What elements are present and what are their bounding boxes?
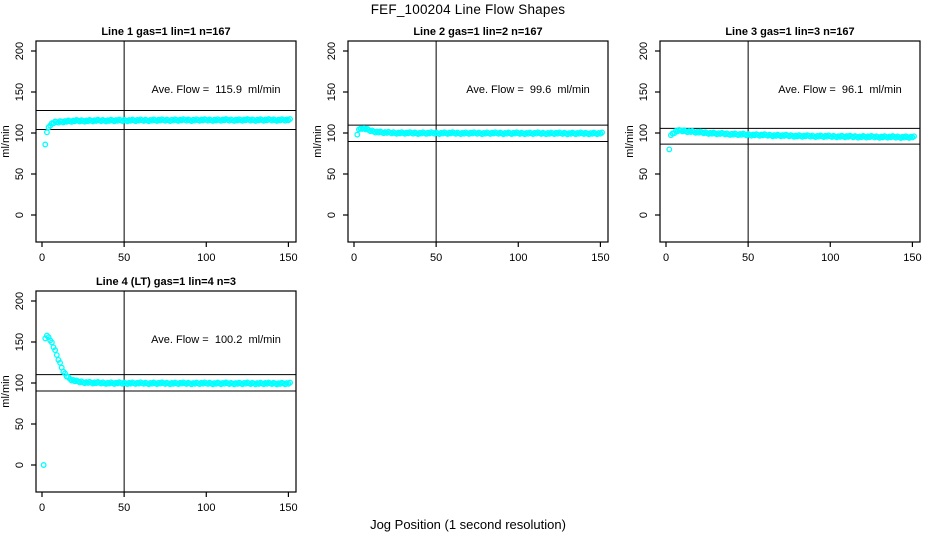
y-tick-label: 50 bbox=[14, 418, 26, 430]
y-tick-label: 150 bbox=[14, 333, 26, 351]
subplot-line-3: Line 3 gas=1 lin=3 n=167 0 50 100 150 0 50 100 1… bbox=[624, 26, 922, 264]
data-points bbox=[354, 125, 605, 138]
x-tick-label: 150 bbox=[279, 502, 297, 514]
x-tick-label: 100 bbox=[197, 252, 215, 264]
y-tick-label: 150 bbox=[638, 83, 650, 101]
y-axis-label: ml/min bbox=[624, 125, 636, 157]
y-axis-label: ml/min bbox=[312, 125, 324, 157]
data-point bbox=[42, 141, 49, 148]
subplot-title: Line 1 gas=1 lin=1 n=167 bbox=[101, 26, 230, 38]
ave-flow-label: Ave. Flow = 100.2 ml/min bbox=[151, 334, 281, 346]
y-axis: 0 50 100 150 200 bbox=[14, 42, 36, 218]
y-tick-label: 100 bbox=[638, 124, 650, 142]
y-tick-label: 100 bbox=[326, 124, 338, 142]
ave-flow-label: Ave. Flow = 115.9 ml/min bbox=[152, 84, 281, 96]
x-tick-label: 100 bbox=[509, 252, 527, 264]
x-tick-label: 0 bbox=[351, 252, 357, 264]
x-tick-label: 150 bbox=[279, 252, 297, 264]
x-axis: 0 50 100 150 bbox=[663, 242, 922, 264]
data-point bbox=[287, 116, 293, 122]
plot-box bbox=[35, 290, 297, 493]
y-axis: 0 50 100 150 200 bbox=[14, 292, 36, 468]
x-tick-label: 50 bbox=[430, 252, 442, 264]
data-point bbox=[52, 347, 59, 354]
subplot-line-1: Line 1 gas=1 lin=1 n=167 0 50 100 150 0 50 100 1… bbox=[0, 26, 298, 264]
data-points bbox=[42, 116, 293, 148]
x-tick-label: 150 bbox=[591, 252, 609, 264]
y-tick-label: 200 bbox=[638, 42, 650, 60]
subplot-title: Line 2 gas=1 lin=2 n=167 bbox=[413, 26, 542, 38]
y-tick-label: 100 bbox=[14, 374, 26, 392]
x-tick-label: 100 bbox=[197, 502, 215, 514]
y-tick-label: 0 bbox=[326, 212, 338, 218]
data-point bbox=[43, 129, 50, 136]
data-points bbox=[40, 332, 293, 468]
x-tick-label: 0 bbox=[663, 252, 669, 264]
data-point bbox=[53, 352, 60, 358]
subplot-line-2: Line 2 gas=1 lin=2 n=167 0 50 100 150 0 50 100 1… bbox=[312, 26, 610, 264]
data-points bbox=[666, 127, 917, 153]
ave-flow-label: Ave. Flow = 96.1 ml/min bbox=[778, 84, 902, 96]
data-point bbox=[287, 379, 293, 386]
x-axis: 0 50 100 150 bbox=[39, 242, 298, 264]
y-tick-label: 50 bbox=[638, 168, 650, 180]
x-tick-label: 0 bbox=[39, 252, 45, 264]
x-tick-label: 50 bbox=[742, 252, 754, 264]
y-tick-label: 100 bbox=[14, 124, 26, 142]
x-tick-label: 50 bbox=[118, 252, 130, 264]
ave-flow-label: Ave. Flow = 99.6 ml/min bbox=[466, 84, 590, 96]
data-point bbox=[666, 146, 673, 153]
data-point bbox=[40, 462, 47, 468]
y-axis: 0 50 100 150 200 bbox=[326, 42, 348, 218]
y-tick-label: 0 bbox=[638, 212, 650, 218]
y-axis-label: ml/min bbox=[0, 375, 12, 407]
plot-box bbox=[347, 40, 609, 243]
y-tick-label: 200 bbox=[14, 292, 26, 310]
data-point bbox=[57, 359, 64, 366]
x-tick-label: 0 bbox=[39, 502, 45, 514]
subplot-line-4: Line 4 (LT) gas=1 lin=4 n=3 0 50 100 150 0 50 1… bbox=[0, 276, 298, 514]
data-point bbox=[354, 131, 361, 138]
data-point bbox=[48, 339, 55, 346]
subplot-title: Line 3 gas=1 lin=3 n=167 bbox=[725, 26, 854, 38]
data-point bbox=[599, 129, 605, 136]
y-tick-label: 150 bbox=[326, 83, 338, 101]
y-tick-label: 50 bbox=[14, 168, 26, 180]
x-axis: 0 50 100 150 bbox=[351, 242, 610, 264]
y-tick-label: 50 bbox=[326, 168, 338, 180]
y-axis: 0 50 100 150 200 bbox=[638, 42, 660, 218]
y-tick-label: 0 bbox=[14, 212, 26, 218]
x-tick-label: 50 bbox=[118, 502, 130, 514]
subplot-title: Line 4 (LT) gas=1 lin=4 n=3 bbox=[96, 276, 236, 288]
y-tick-label: 200 bbox=[326, 42, 338, 60]
x-tick-label: 100 bbox=[821, 252, 839, 264]
y-tick-label: 150 bbox=[14, 83, 26, 101]
data-point bbox=[911, 133, 917, 140]
y-tick-label: 0 bbox=[14, 462, 26, 468]
y-axis-label: ml/min bbox=[0, 125, 12, 157]
plot-box bbox=[659, 40, 921, 243]
x-axis: 0 50 100 150 bbox=[39, 492, 298, 514]
figure-title: FEF_100204 Line Flow Shapes bbox=[370, 2, 566, 17]
y-tick-label: 200 bbox=[14, 42, 26, 60]
figure-xlabel: Jog Position (1 second resolution) bbox=[370, 517, 566, 532]
plot-box bbox=[35, 40, 297, 243]
x-tick-label: 150 bbox=[903, 252, 921, 264]
